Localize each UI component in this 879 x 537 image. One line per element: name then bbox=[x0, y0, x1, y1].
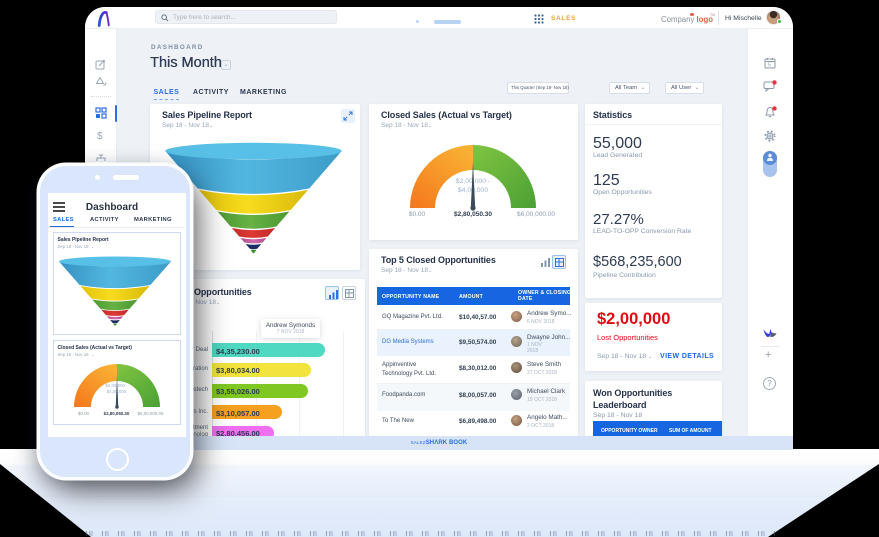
svg-text:5: 5 bbox=[768, 63, 771, 69]
